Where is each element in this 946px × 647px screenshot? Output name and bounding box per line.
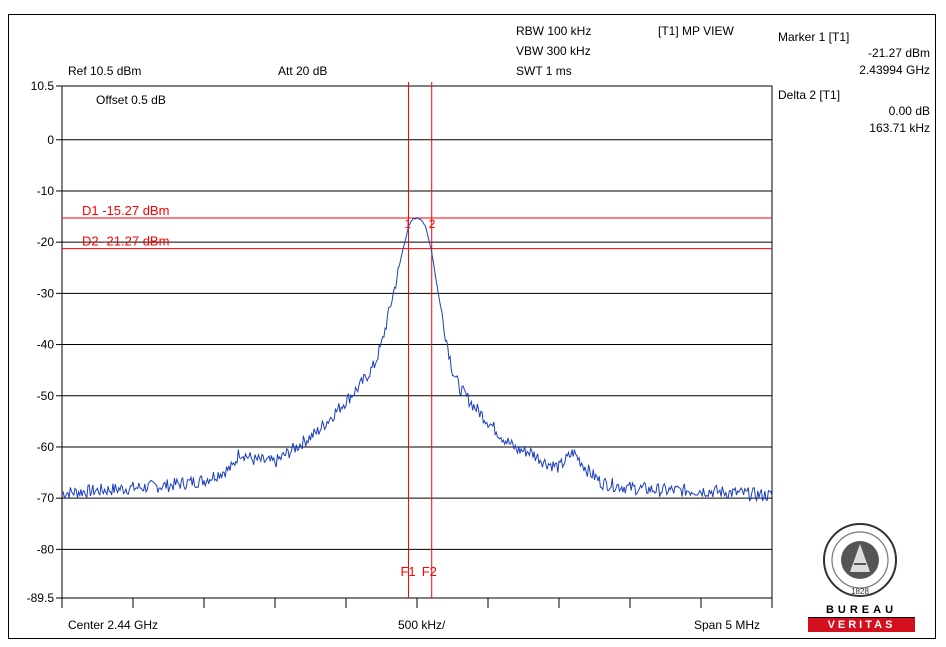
y-tick-label: -89.5 — [27, 591, 55, 605]
analyzer-screen — [8, 14, 936, 639]
attenuation-label: Att 20 dB — [278, 64, 328, 78]
delta2-frequency: 163.71 kHz — [869, 121, 930, 135]
center-frequency-label: Center 2.44 GHz — [68, 618, 159, 632]
y-tick-label: -70 — [37, 491, 55, 505]
marker-label: 1 — [404, 217, 411, 231]
logo-bureau-text: BUREAU — [808, 604, 915, 618]
trace-line — [61, 216, 773, 503]
swt-label: SWT 1 ms — [516, 64, 572, 78]
marker1-label: Marker 1 [T1] — [778, 30, 850, 44]
grid — [61, 85, 773, 599]
frequency-lines: F1 F2 — [400, 82, 437, 598]
ref-level-label: Ref 10.5 dBm — [68, 64, 142, 78]
delta2-label: Delta 2 [T1] — [778, 88, 841, 102]
y-tick-label: 0 — [47, 133, 54, 147]
y-tick-label: -30 — [37, 286, 55, 300]
x-axis-ticks — [61, 598, 773, 608]
vbw-label: VBW 300 kHz — [516, 44, 591, 58]
display-line-label: D1 -15.27 dBm — [82, 203, 169, 218]
frequency-line-label: F2 — [422, 564, 437, 579]
y-tick-label: -80 — [37, 542, 55, 556]
y-tick-label: -50 — [37, 389, 55, 403]
plot-border — [61, 85, 773, 599]
y-axis-ticks: 10.5 0 -10 -20 -30 -40 -50 -60 -70 -80 -89.5 — [27, 79, 62, 605]
y-tick-label: 10.5 — [31, 79, 55, 93]
display-line-label: D2 -21.27 dBm — [82, 234, 169, 249]
span-label: Span 5 MHz — [694, 618, 761, 632]
logo-veritas-text: VERITAS — [808, 618, 915, 632]
y-tick-label: -40 — [37, 338, 55, 352]
delta2-level: 0.00 dB — [888, 104, 930, 118]
bureau-veritas-seal-icon: 1828 — [823, 523, 897, 597]
y-tick-label: -10 — [37, 184, 55, 198]
frequency-line-label: F1 — [400, 564, 415, 579]
display-lines: D1 -15.27 dBm D2 -21.27 dBm — [62, 203, 772, 250]
offset-label: Offset 0.5 dB — [96, 93, 166, 107]
logo-year: 1828 — [851, 587, 869, 596]
marker1-frequency: 2.43994 GHz — [859, 63, 930, 77]
y-tick-label: -20 — [37, 235, 55, 249]
marker1-level: -21.27 dBm — [867, 46, 930, 60]
trace-view-label: [T1] MP VIEW — [658, 24, 734, 38]
rbw-label: RBW 100 kHz — [516, 24, 592, 38]
marker-label: 2 — [429, 217, 436, 231]
y-tick-label: -60 — [37, 440, 55, 454]
frequency-per-division-label: 500 kHz/ — [398, 618, 446, 632]
